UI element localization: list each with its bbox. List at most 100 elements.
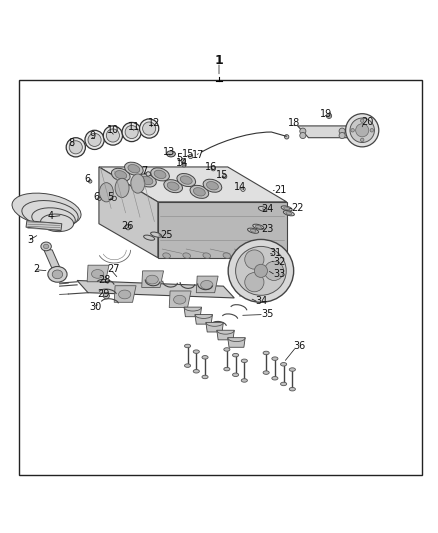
Ellipse shape <box>164 180 183 193</box>
Circle shape <box>126 224 131 230</box>
Ellipse shape <box>253 224 264 229</box>
Ellipse shape <box>258 206 267 211</box>
Text: 6: 6 <box>94 192 100 201</box>
Ellipse shape <box>131 174 145 193</box>
Ellipse shape <box>151 232 162 237</box>
Text: 2: 2 <box>33 264 39 273</box>
Text: 3: 3 <box>27 235 33 245</box>
Ellipse shape <box>224 348 230 351</box>
Ellipse shape <box>224 367 230 371</box>
Ellipse shape <box>183 253 191 259</box>
Ellipse shape <box>241 379 247 382</box>
Ellipse shape <box>194 188 205 196</box>
Text: 32: 32 <box>273 257 286 267</box>
Ellipse shape <box>286 212 292 215</box>
Ellipse shape <box>167 182 179 190</box>
Text: 22: 22 <box>291 203 304 213</box>
Ellipse shape <box>284 207 290 210</box>
Circle shape <box>300 128 306 134</box>
Text: 5: 5 <box>176 153 182 163</box>
Polygon shape <box>43 249 62 272</box>
Text: 21: 21 <box>274 185 286 195</box>
Polygon shape <box>26 221 62 231</box>
Ellipse shape <box>88 133 101 147</box>
Ellipse shape <box>154 170 166 179</box>
Text: 16: 16 <box>205 162 218 172</box>
Text: 34: 34 <box>256 296 268 306</box>
Ellipse shape <box>48 266 67 282</box>
Ellipse shape <box>184 344 191 348</box>
Ellipse shape <box>92 270 104 278</box>
Text: 12: 12 <box>148 118 161 128</box>
Circle shape <box>181 159 185 163</box>
Ellipse shape <box>272 376 278 380</box>
Text: 6: 6 <box>84 174 90 184</box>
Circle shape <box>211 166 215 171</box>
Ellipse shape <box>163 253 170 259</box>
Text: 19: 19 <box>320 109 332 119</box>
Ellipse shape <box>193 350 199 353</box>
Circle shape <box>188 154 193 159</box>
Ellipse shape <box>263 371 269 374</box>
Polygon shape <box>228 338 245 348</box>
Ellipse shape <box>173 295 186 304</box>
Circle shape <box>285 135 289 139</box>
Polygon shape <box>114 286 136 302</box>
Ellipse shape <box>272 357 278 360</box>
Ellipse shape <box>115 171 127 179</box>
Ellipse shape <box>233 353 239 357</box>
Circle shape <box>223 174 227 179</box>
Ellipse shape <box>119 290 131 299</box>
Ellipse shape <box>106 129 120 142</box>
Circle shape <box>300 133 306 139</box>
Ellipse shape <box>111 168 130 181</box>
Text: 36: 36 <box>293 341 306 351</box>
Ellipse shape <box>138 174 156 187</box>
Ellipse shape <box>193 369 199 373</box>
Ellipse shape <box>247 228 258 233</box>
Text: 23: 23 <box>262 224 274 235</box>
Text: 27: 27 <box>107 264 120 273</box>
Text: 18: 18 <box>288 118 300 128</box>
Ellipse shape <box>125 125 138 139</box>
Ellipse shape <box>346 114 379 147</box>
Circle shape <box>112 196 117 200</box>
Ellipse shape <box>255 225 261 228</box>
Ellipse shape <box>22 200 78 228</box>
Ellipse shape <box>263 253 271 259</box>
Circle shape <box>146 172 150 176</box>
Polygon shape <box>195 314 212 324</box>
Ellipse shape <box>40 214 74 232</box>
Ellipse shape <box>66 138 85 157</box>
Ellipse shape <box>281 382 287 386</box>
Polygon shape <box>217 330 234 340</box>
Circle shape <box>339 133 345 139</box>
Ellipse shape <box>85 130 104 149</box>
Ellipse shape <box>122 123 141 142</box>
Text: 7: 7 <box>141 166 148 176</box>
Text: 4: 4 <box>48 211 54 221</box>
Text: 17: 17 <box>192 150 204 160</box>
Ellipse shape <box>103 126 123 145</box>
Text: 28: 28 <box>99 276 111 286</box>
Circle shape <box>339 128 345 134</box>
Circle shape <box>360 119 364 123</box>
Ellipse shape <box>250 229 256 232</box>
Ellipse shape <box>12 193 81 227</box>
Circle shape <box>326 113 332 118</box>
Ellipse shape <box>143 122 155 135</box>
Circle shape <box>270 259 275 264</box>
Text: 24: 24 <box>262 204 274 214</box>
Polygon shape <box>87 265 109 282</box>
Ellipse shape <box>141 176 153 184</box>
Circle shape <box>241 187 245 191</box>
Ellipse shape <box>254 264 268 277</box>
Ellipse shape <box>206 182 219 190</box>
Circle shape <box>351 128 354 132</box>
Ellipse shape <box>228 239 293 302</box>
Ellipse shape <box>265 261 284 280</box>
Circle shape <box>370 128 374 132</box>
Text: 14: 14 <box>234 182 246 192</box>
Polygon shape <box>99 167 287 202</box>
Ellipse shape <box>144 235 155 240</box>
